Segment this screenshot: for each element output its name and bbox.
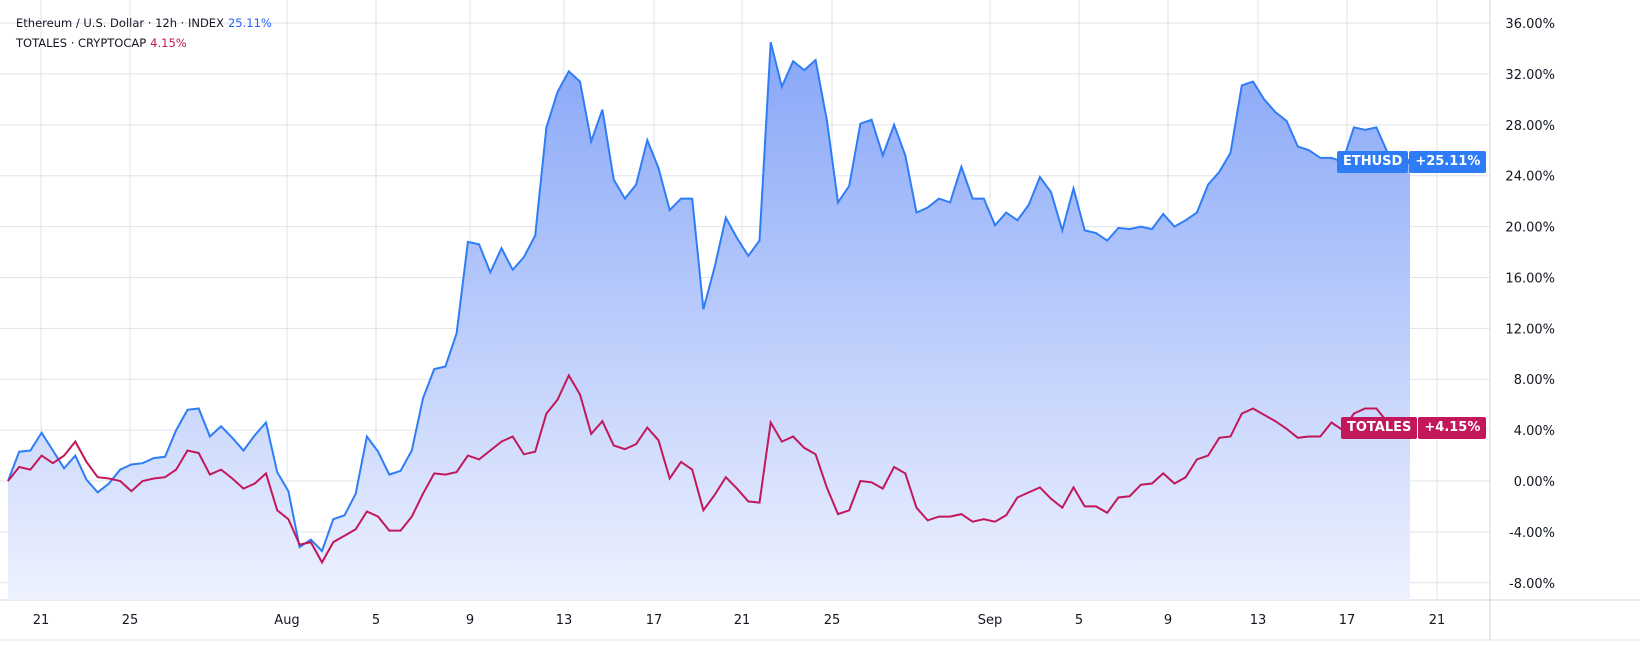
legend: Ethereum / U.S. Dollar · 12h · INDEX 25.1… — [16, 13, 272, 53]
y-tick-label: 4.00% — [1514, 424, 1555, 439]
legend-value-ethusd: 25.11% — [227, 16, 272, 30]
legend-label-ethusd: Ethereum / U.S. Dollar · 12h · INDEX — [16, 16, 224, 30]
y-tick-label: 12.00% — [1505, 322, 1555, 337]
price-tag-totales: TOTALES +4.15% — [1341, 417, 1487, 440]
x-tick-label: 21 — [33, 613, 50, 628]
price-tag-totales-name: TOTALES — [1341, 417, 1418, 440]
y-tick-label: 36.00% — [1505, 17, 1555, 32]
x-tick-label: 25 — [824, 613, 841, 628]
y-tick-label: 32.00% — [1505, 68, 1555, 83]
y-tick-label: 0.00% — [1514, 475, 1555, 490]
price-tag-ethusd-value: +25.11% — [1409, 150, 1487, 173]
x-tick-label: Sep — [978, 613, 1003, 628]
price-tag-ethusd: ETHUSD +25.11% — [1337, 150, 1487, 173]
x-tick-label: Aug — [274, 613, 299, 628]
y-tick-label: -4.00% — [1509, 526, 1555, 541]
y-tick-label: 28.00% — [1505, 119, 1555, 134]
y-tick-label: 16.00% — [1505, 271, 1555, 286]
x-tick-label: 17 — [1339, 613, 1356, 628]
x-tick-label: 13 — [1250, 613, 1267, 628]
y-tick-label: 24.00% — [1505, 170, 1555, 185]
ethusd-area — [8, 42, 1410, 600]
ethusd-line — [7, 41, 1411, 553]
totales-line — [7, 373, 1411, 565]
legend-item-ethusd[interactable]: Ethereum / U.S. Dollar · 12h · INDEX 25.1… — [16, 13, 272, 33]
legend-label-totales: TOTALES · CRYPTOCAP — [16, 36, 147, 50]
x-tick-label: 21 — [734, 613, 751, 628]
y-tick-label: -8.00% — [1509, 577, 1555, 592]
price-tag-ethusd-name: ETHUSD — [1337, 150, 1409, 173]
x-tick-label: 17 — [646, 613, 663, 628]
x-tick-label: 5 — [372, 613, 380, 628]
x-tick-label: 25 — [122, 613, 139, 628]
legend-item-totales[interactable]: TOTALES · CRYPTOCAP 4.15% — [16, 33, 272, 53]
price-tag-totales-value: +4.15% — [1418, 417, 1487, 440]
x-tick-label: 13 — [556, 613, 573, 628]
legend-value-totales: 4.15% — [150, 36, 187, 50]
x-tick-label: 5 — [1075, 613, 1083, 628]
y-tick-label: 20.00% — [1505, 221, 1555, 236]
x-tick-label: 9 — [1164, 613, 1172, 628]
x-tick-label: 9 — [466, 613, 474, 628]
x-tick-label: 21 — [1429, 613, 1446, 628]
y-tick-label: 8.00% — [1514, 373, 1555, 388]
